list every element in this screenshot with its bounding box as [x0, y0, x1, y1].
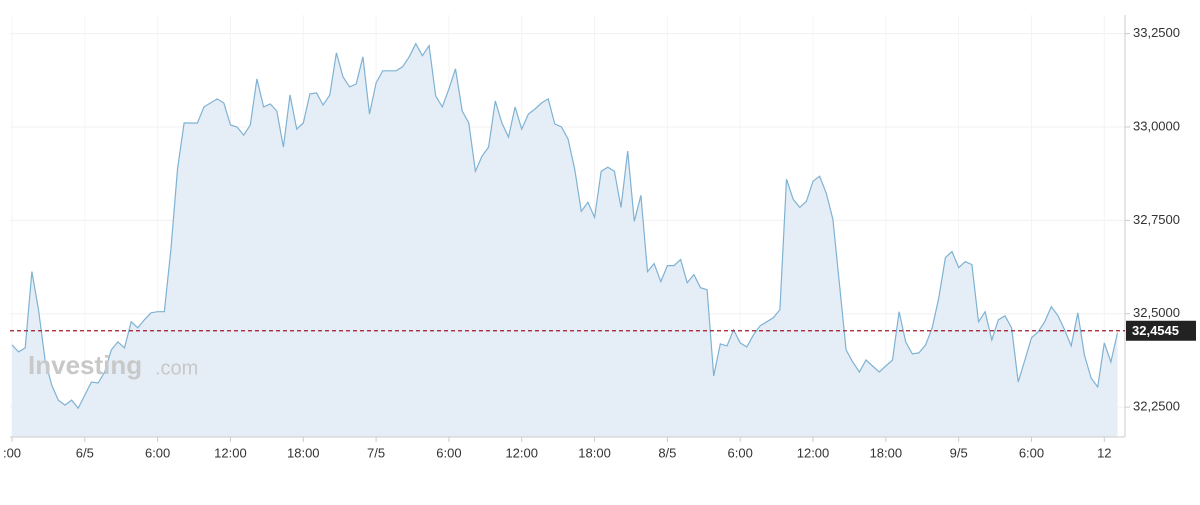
x-tick-label: 12:00: [505, 445, 538, 460]
x-tick-label: 6:00: [728, 445, 753, 460]
x-tick-label: 6/5: [76, 445, 94, 460]
x-tick-label: 12:00: [797, 445, 830, 460]
x-tick-label: 18:00: [287, 445, 320, 460]
current-price-box: [1126, 320, 1196, 341]
watermark: Investing .com: [28, 350, 198, 380]
x-tick-label: 9/5: [950, 445, 968, 460]
price-line: [11, 42, 1119, 410]
x-tick-label: 6:00: [436, 445, 461, 460]
x-tick-label: 6:00: [1019, 445, 1044, 460]
x-tick-label: 12:00: [214, 445, 247, 460]
x-tick-label: 18:00: [578, 445, 611, 460]
x-tick-label: 6:00: [145, 445, 170, 460]
y-tick-label: 32,7500: [1133, 212, 1180, 227]
area-fill: [12, 43, 1118, 437]
x-tick-label: 8/5: [658, 445, 676, 460]
x-tick-label: 12: [1097, 445, 1111, 460]
y-tick-label: 32,5000: [1133, 305, 1180, 320]
y-tick-label: 32,2500: [1133, 399, 1180, 414]
watermark-suffix: .com: [155, 357, 198, 379]
y-tick-label: 33,2500: [1133, 25, 1180, 40]
x-tick-label: 7/5: [367, 445, 385, 460]
watermark-brand: Investing: [28, 350, 142, 380]
x-tick-label: 18:00: [870, 445, 903, 460]
y-tick-label: 33,0000: [1133, 118, 1180, 133]
current-price-label: 32,4545: [1132, 323, 1179, 338]
x-tick-label: :00: [3, 445, 21, 460]
